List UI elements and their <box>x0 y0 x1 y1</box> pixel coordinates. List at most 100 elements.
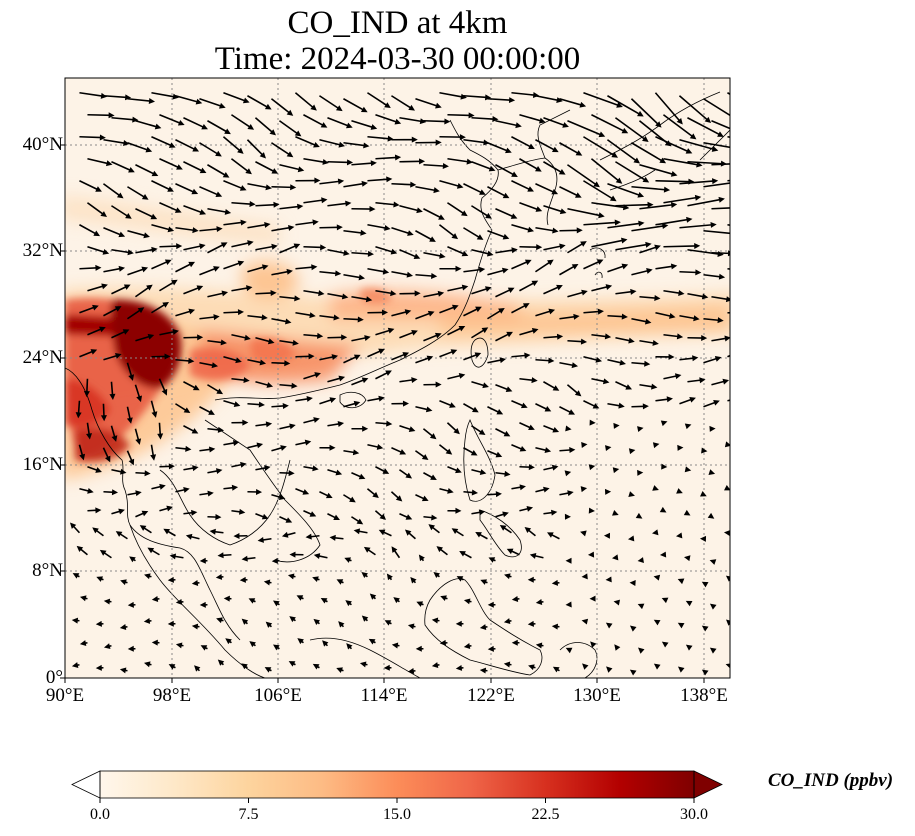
wind-arrowhead <box>661 223 669 230</box>
wind-arrowhead <box>213 266 220 272</box>
wind-vector <box>343 355 358 364</box>
wind-vector <box>567 207 601 217</box>
wind-vector <box>591 285 609 292</box>
wind-arrowhead <box>527 186 534 192</box>
wind-arrowhead <box>536 244 543 251</box>
wind-vector <box>703 98 730 117</box>
wind-arrowhead <box>654 244 661 251</box>
wind-arrowhead <box>208 409 215 415</box>
wind-arrowhead <box>376 444 384 450</box>
wind-arrowhead <box>215 191 223 198</box>
wind-arrowhead <box>118 508 125 515</box>
wind-arrowhead <box>550 509 558 516</box>
wind-arrowhead <box>233 532 240 539</box>
wind-vector <box>703 357 718 364</box>
wind-vector <box>175 310 192 317</box>
wind-arrowhead <box>595 356 603 363</box>
wind-vector <box>615 203 650 207</box>
wind-arrowhead <box>128 167 135 173</box>
wind-arrowhead <box>727 250 730 257</box>
wind-arrowhead <box>451 528 459 535</box>
wind-vector <box>111 285 128 295</box>
wind-vector <box>135 164 156 176</box>
wind-vector <box>175 139 196 151</box>
wind-vector <box>735 291 752 293</box>
wind-arrowhead <box>216 617 223 624</box>
wind-arrowhead <box>659 157 667 164</box>
wind-arrowhead <box>391 642 399 649</box>
wind-arrowhead <box>246 285 253 292</box>
wind-vector <box>199 97 223 108</box>
wind-vector <box>375 201 396 206</box>
wind-vector <box>279 383 294 387</box>
wind-vector <box>511 91 536 96</box>
wind-arrowhead <box>571 362 579 369</box>
wind-arrowhead <box>309 511 317 517</box>
wind-vector <box>639 295 657 300</box>
wind-arrowhead <box>449 402 456 408</box>
wind-arrowhead <box>411 136 418 143</box>
colorbar-gradient <box>100 771 694 798</box>
wind-vector <box>463 403 476 412</box>
wind-arrowhead <box>308 353 315 360</box>
wind-arrowhead <box>709 603 717 610</box>
wind-arrowhead <box>256 442 264 449</box>
wind-arrowhead <box>492 116 499 123</box>
wind-arrowhead <box>87 487 94 494</box>
wind-vector <box>535 446 548 452</box>
wind-arrowhead <box>616 102 623 108</box>
wind-arrowhead <box>297 638 304 645</box>
wind-arrowhead <box>544 447 552 454</box>
wind-arrowhead <box>455 265 462 272</box>
wind-vector <box>279 244 297 254</box>
wind-arrowhead <box>589 419 596 426</box>
wind-arrowhead <box>306 396 313 402</box>
wind-arrowhead <box>191 579 199 586</box>
wind-vector <box>535 183 555 194</box>
wind-arrowhead <box>402 352 410 358</box>
wind-arrowhead <box>642 403 649 410</box>
wind-arrowhead <box>519 445 527 452</box>
wind-arrowhead <box>242 97 250 104</box>
wind-arrowhead <box>511 171 518 177</box>
wind-arrowhead <box>637 603 645 610</box>
wind-vector <box>631 361 647 365</box>
wind-arrowhead <box>718 273 726 280</box>
wind-arrowhead <box>479 624 487 630</box>
wind-vector <box>711 207 730 210</box>
wind-arrowhead <box>588 464 596 471</box>
wind-arrowhead <box>683 509 691 516</box>
wind-arrowhead <box>147 547 155 554</box>
wind-arrowhead <box>711 146 719 152</box>
wind-arrowhead <box>659 551 667 558</box>
wind-arrowhead <box>261 264 269 271</box>
wind-arrowhead <box>543 486 550 493</box>
wind-vector <box>471 425 483 434</box>
wind-arrowhead <box>191 509 198 516</box>
wind-vector <box>631 269 649 276</box>
colorbar-tick-label: 22.5 <box>531 806 560 823</box>
wind-arrowhead <box>689 133 697 140</box>
wind-arrowhead <box>294 295 301 302</box>
wind-arrowhead <box>237 260 245 267</box>
wind-vector <box>175 403 188 412</box>
wind-arrowhead <box>459 134 466 141</box>
wind-arrowhead <box>215 468 223 474</box>
wind-arrowhead <box>335 270 342 277</box>
wind-arrowhead <box>440 595 447 601</box>
wind-vector <box>295 441 308 446</box>
wind-arrowhead <box>700 491 707 497</box>
wind-arrowhead <box>271 168 279 174</box>
wind-arrowhead <box>225 638 232 645</box>
wind-arrowhead <box>694 194 702 201</box>
wind-arrowhead <box>433 571 440 579</box>
wind-vector <box>391 95 413 110</box>
wind-vector <box>247 444 260 449</box>
wind-arrowhead <box>709 559 717 565</box>
wind-vector <box>367 349 382 358</box>
wind-arrowhead <box>581 573 588 580</box>
wind-vector <box>727 92 730 96</box>
wind-arrowhead <box>508 97 516 104</box>
wind-arrowhead <box>551 464 559 471</box>
wind-vector <box>679 180 715 185</box>
